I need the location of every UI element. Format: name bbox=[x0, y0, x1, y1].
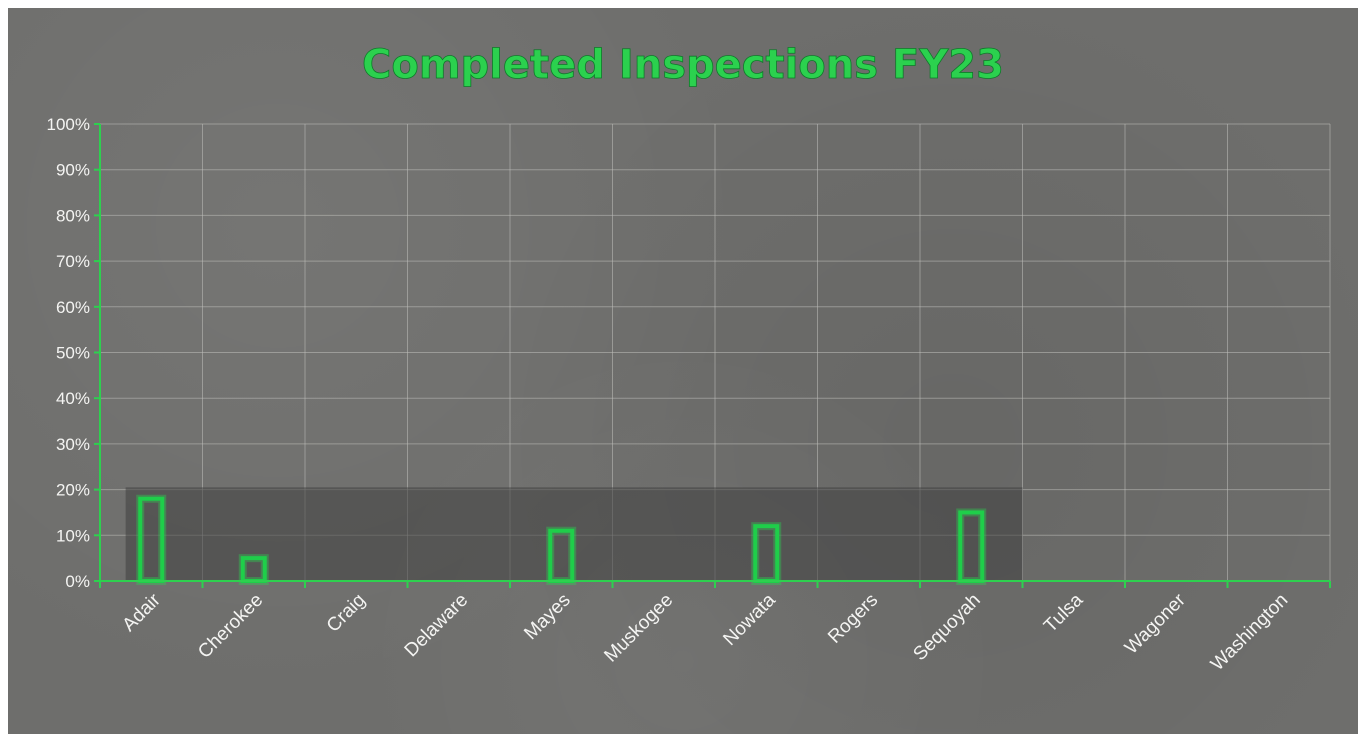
x-tick-label-nowata: Nowata bbox=[719, 589, 780, 650]
x-tick-label-wagoner: Wagoner bbox=[1121, 589, 1190, 658]
x-tick-label-sequoyah: Sequoyah bbox=[909, 590, 984, 665]
y-tick-label: 60% bbox=[56, 298, 90, 317]
x-tick-label-delaware: Delaware bbox=[401, 590, 473, 662]
y-tick-label: 70% bbox=[56, 252, 90, 271]
y-tick-label: 80% bbox=[56, 206, 90, 225]
x-axis-tick-labels: Adair Cherokee Craig Delaware Mayes Muskogee N… bbox=[119, 589, 1293, 675]
x-tick-label-mayes: Mayes bbox=[520, 590, 574, 644]
y-tick-label: 10% bbox=[56, 526, 90, 545]
y-tick-label: 90% bbox=[56, 161, 90, 180]
y-tick-label: 40% bbox=[56, 389, 90, 408]
x-tick-label-adair: Adair bbox=[119, 589, 166, 636]
chart-frame: Completed Inspections FY23 0% 10% 20% 30% 40… bbox=[8, 8, 1358, 734]
x-tick-label-craig: Craig bbox=[323, 590, 370, 637]
axes bbox=[94, 123, 1331, 588]
x-tick-label-tulsa: Tulsa bbox=[1040, 589, 1088, 637]
y-tick-label: 0% bbox=[65, 572, 90, 591]
y-tick-label: 30% bbox=[56, 435, 90, 454]
bar-chart: Completed Inspections FY23 0% 10% 20% 30% 40… bbox=[47, 42, 1331, 675]
y-axis-tick-labels: 0% 10% 20% 30% 40% 50% 60% 70% 80% 90% 100% bbox=[47, 115, 90, 591]
y-tick-label: 20% bbox=[56, 481, 90, 500]
x-tick-label-rogers: Rogers bbox=[824, 590, 882, 648]
x-tick-label-cherokee: Cherokee bbox=[194, 590, 267, 663]
y-tick-label: 50% bbox=[56, 344, 90, 363]
y-tick-label: 100% bbox=[47, 115, 90, 134]
chart-title: Completed Inspections FY23 bbox=[362, 42, 1004, 88]
x-tick-label-washington: Washington bbox=[1207, 590, 1292, 675]
x-tick-label-muskogee: Muskogee bbox=[600, 590, 677, 667]
